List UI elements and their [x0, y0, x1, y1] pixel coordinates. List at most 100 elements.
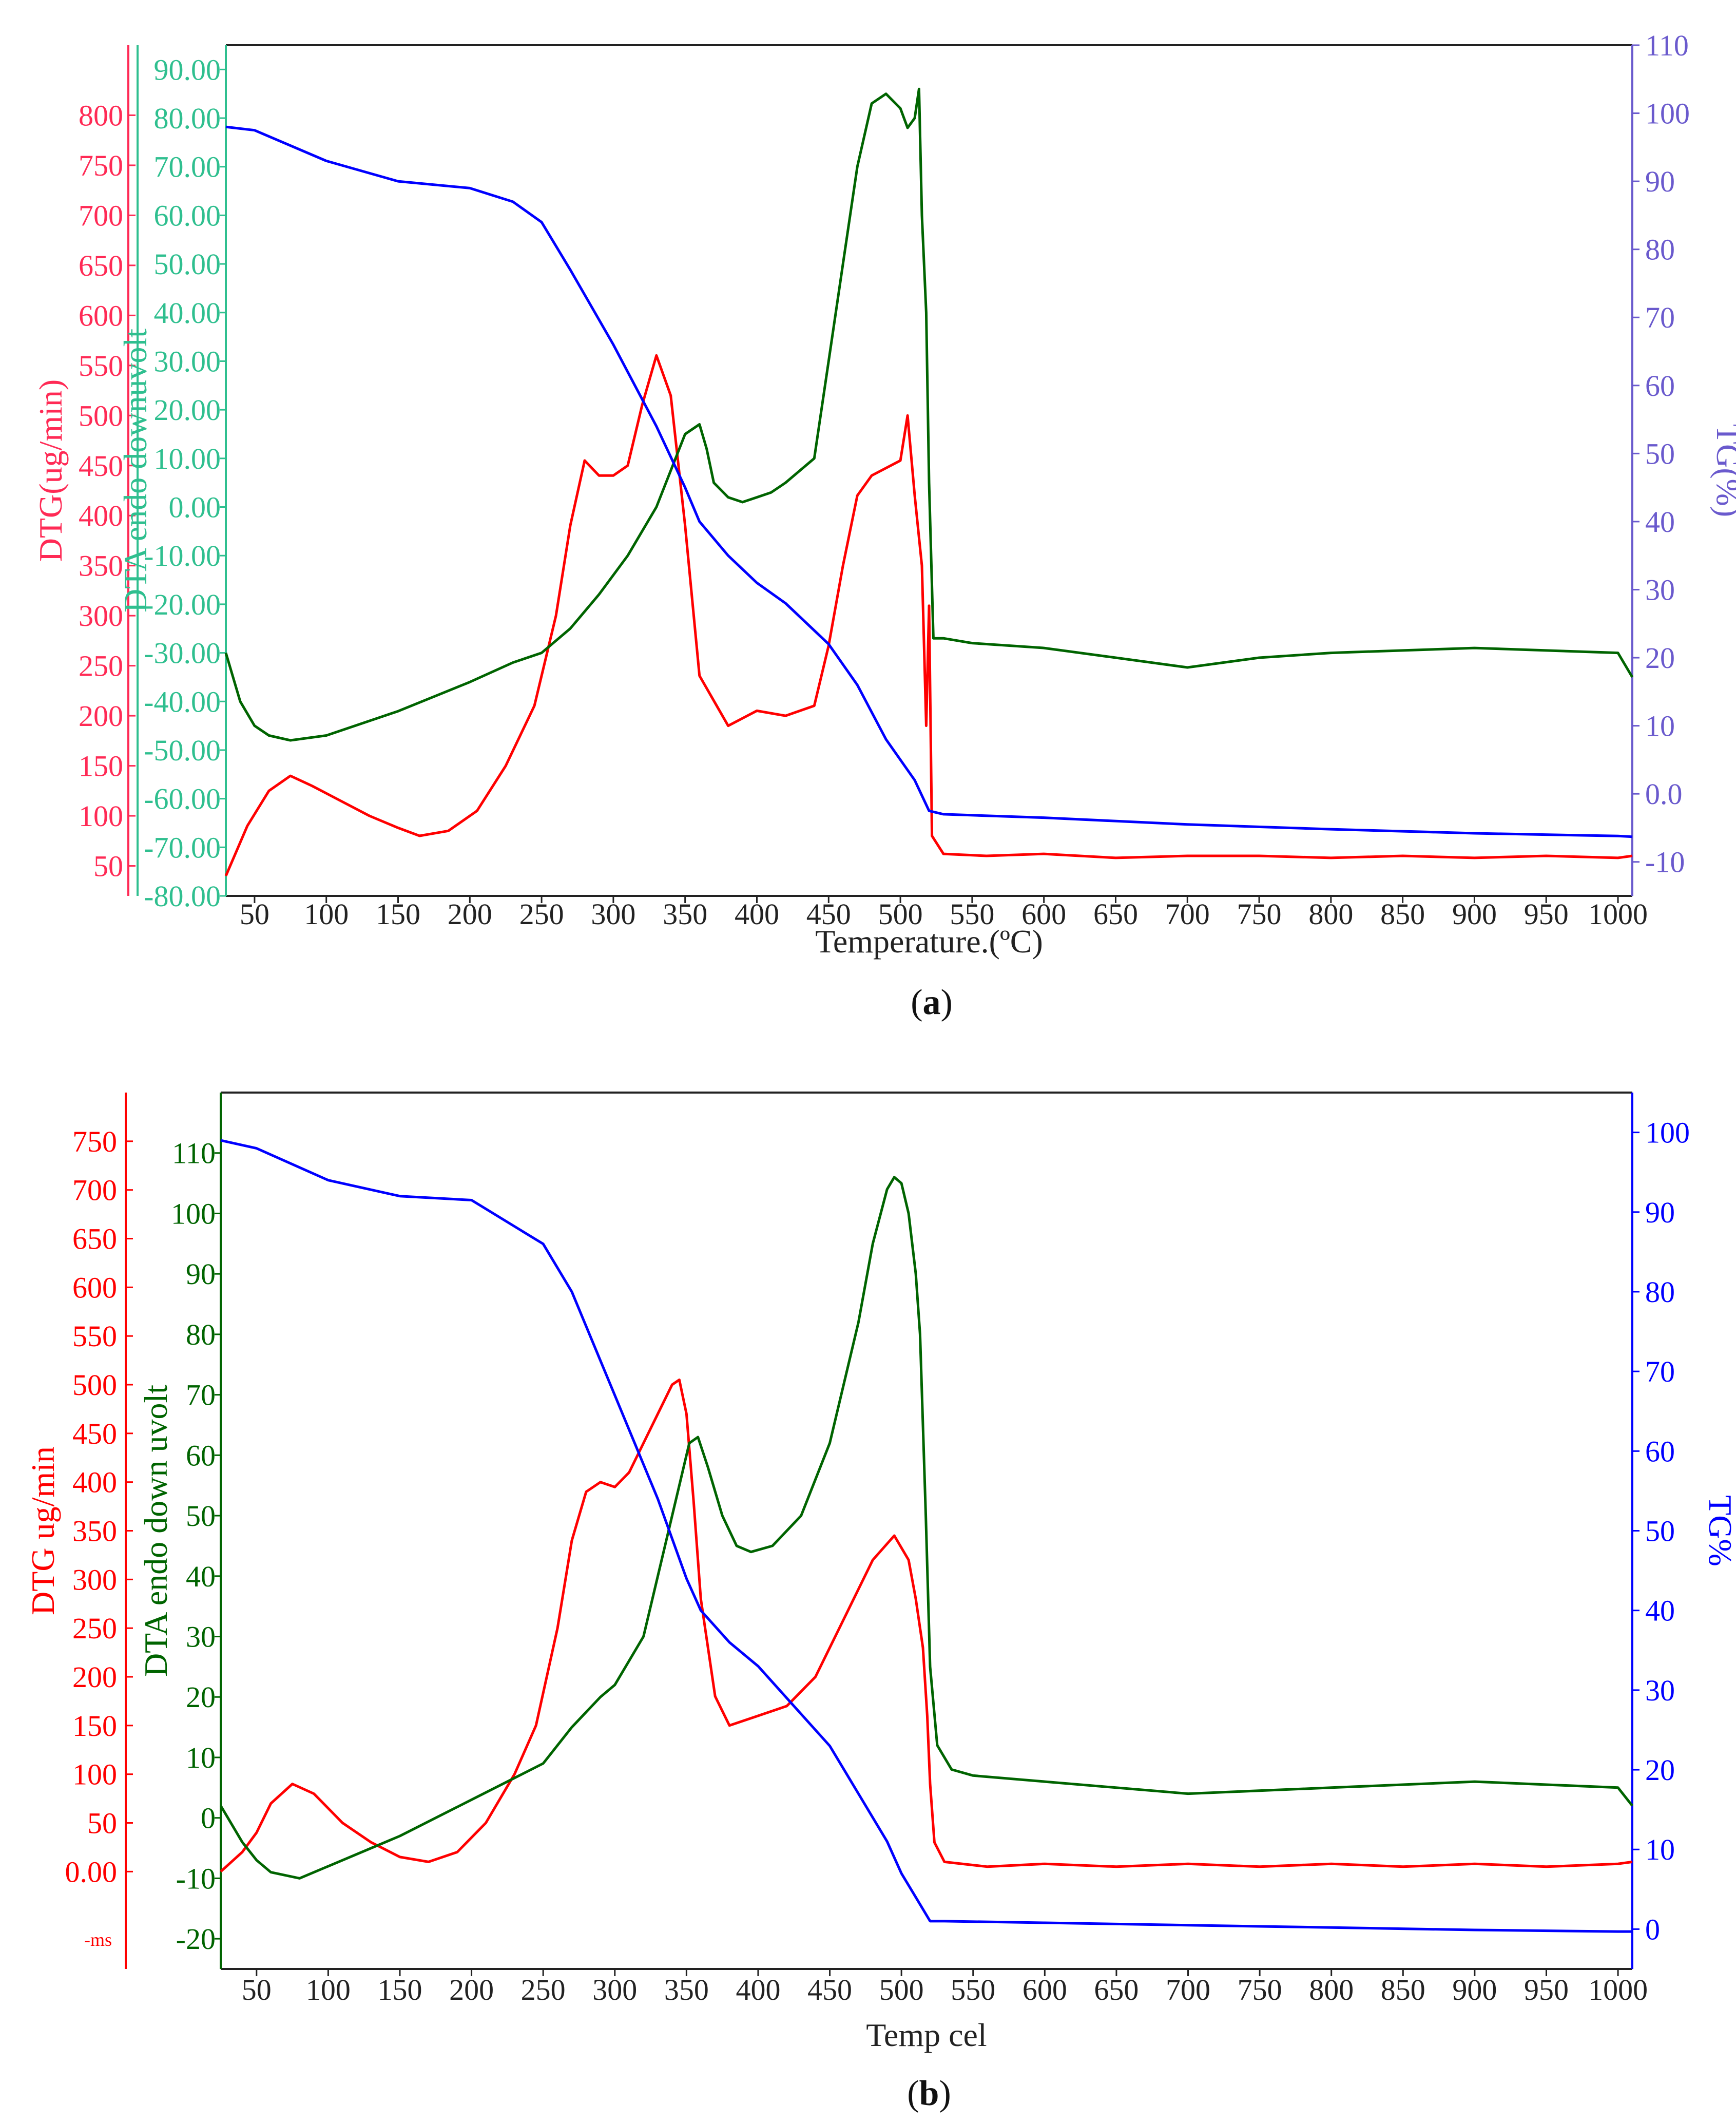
- dta-tick-label: 30: [186, 1620, 216, 1654]
- x-tick-label: 600: [1023, 1973, 1067, 2006]
- chart-a: 50 100 150 200 250 300 350 400 450 500 550 600 650 70…: [32, 29, 1736, 1022]
- dta-curve: [224, 87, 1634, 742]
- x-tick-label: 600: [1021, 897, 1066, 931]
- tg-tick-label: 20: [1645, 1753, 1675, 1787]
- dta-tick-label: 40: [186, 1560, 216, 1593]
- dta-tick-label: 60.00: [154, 199, 221, 232]
- dta-tick-label: 10: [186, 1741, 216, 1774]
- x-tick-label: 850: [1380, 897, 1425, 931]
- x-tick-label: 500: [878, 897, 923, 931]
- x-tick-label: 450: [807, 1973, 852, 2006]
- dtg-tick-label: 550: [79, 349, 123, 382]
- x-tick-label: 700: [1166, 1973, 1210, 2006]
- dtg-tick-label: 750: [72, 1125, 117, 1158]
- chart-b: 50 100 150 200 250 300 350 400 450 500 550 600 650 70…: [25, 1092, 1736, 2113]
- tg-tick-label: 70: [1645, 301, 1675, 334]
- x-tick-label: 950: [1524, 897, 1569, 931]
- dta-tick-label: -20.00: [144, 588, 221, 621]
- tg-tick-label: 40: [1645, 505, 1675, 539]
- x-tick-label: 450: [806, 897, 851, 931]
- dtg-tick-label: 350: [72, 1515, 117, 1548]
- dta-tick-label: -20: [176, 1922, 216, 1956]
- dtg-curve: [220, 1379, 1633, 1873]
- dta-curve: [219, 1176, 1633, 1880]
- x-tick-label: 50: [240, 897, 269, 931]
- dtg-tick-label: 400: [72, 1466, 117, 1499]
- x-tick-label: 150: [376, 897, 420, 931]
- tg-axis-label: TG%: [1702, 1495, 1736, 1566]
- x-tick-label: 900: [1452, 897, 1497, 931]
- dtg-tick-label: 800: [79, 99, 123, 132]
- caption-letter: a: [923, 983, 941, 1022]
- dta-tick-label: -40.00: [144, 685, 221, 718]
- dtg-curve: [224, 354, 1633, 876]
- dtg-tick-label: 700: [79, 199, 123, 232]
- dta-tick-label: -70.00: [144, 831, 221, 864]
- dta-tick-label: 0: [201, 1802, 216, 1835]
- dtg-tick-label: 400: [79, 499, 123, 532]
- dta-tick-label: -50.00: [144, 734, 221, 767]
- x-tick-label: 350: [664, 1973, 709, 2006]
- x-tick-label: 550: [950, 897, 994, 931]
- tg-tick-label: 90: [1645, 165, 1675, 198]
- dta-tick-label: 30.00: [154, 345, 221, 378]
- tg-tick-label: 50: [1645, 437, 1675, 470]
- dtg-tick-label: 650: [72, 1222, 117, 1256]
- dtg-tick-label: 700: [72, 1174, 117, 1207]
- dtg-tick-label: 600: [79, 299, 123, 332]
- dta-tick-label: 70: [186, 1379, 216, 1412]
- dtg-tick-label: 650: [79, 249, 123, 282]
- tg-tick-label: 70: [1645, 1355, 1675, 1388]
- tg-tick-label: 60: [1645, 369, 1675, 403]
- caption-paren-open: (: [911, 983, 922, 1022]
- x-tick-label: 1000: [1588, 1973, 1648, 2006]
- dta-tick-label: 90: [186, 1257, 216, 1291]
- tg-tick-label: 100: [1645, 1116, 1690, 1150]
- tg-tick-label: 50: [1645, 1515, 1675, 1548]
- dta-tick-label: 110: [172, 1137, 216, 1170]
- dtg-tick-label: 450: [79, 449, 123, 483]
- tg-curve: [225, 125, 1633, 838]
- tg-curve: [220, 1139, 1632, 1933]
- dtg-tick-label: 150: [79, 750, 123, 783]
- x-tick-label: 800: [1309, 1973, 1354, 2006]
- x-tick-label: 750: [1237, 897, 1282, 931]
- dtg-tick-label: 250: [72, 1612, 117, 1645]
- dta-tick-label: 40.00: [154, 296, 221, 330]
- tg-tick-label: 100: [1645, 97, 1690, 130]
- dta-axis-label: DTA endo downuvolt: [117, 329, 153, 613]
- dtg-tick-label: 550: [72, 1319, 117, 1353]
- dta-tick-label: 10.00: [154, 442, 221, 475]
- x-axis-label: Temperature.(ºC): [815, 923, 1043, 960]
- caption-paren-close: ): [941, 983, 953, 1022]
- caption-paren-close: ): [939, 2074, 951, 2113]
- tg-tick-label: 80: [1645, 1275, 1675, 1309]
- x-tick-label: 100: [304, 897, 349, 931]
- tg-tick-label: 30: [1645, 1674, 1675, 1707]
- x-tick-label: 650: [1093, 897, 1138, 931]
- x-tick-label: 750: [1238, 1973, 1282, 2006]
- x-tick-label: 200: [448, 897, 492, 931]
- tg-tick-label: 30: [1645, 573, 1675, 606]
- dta-tick-label: 20.00: [154, 393, 221, 427]
- dta-tick-label: 90.00: [154, 53, 221, 86]
- tg-tick-label: -10: [1645, 846, 1685, 879]
- x-tick-label: 300: [591, 897, 635, 931]
- x-tick-label: 250: [521, 1973, 566, 2006]
- x-tick-label: 700: [1165, 897, 1210, 931]
- dta-tick-label: 100: [171, 1197, 216, 1230]
- dtg-tick-label: 100: [79, 799, 123, 833]
- x-tick-label: 900: [1452, 1973, 1497, 2006]
- tg-tick-label: 60: [1645, 1435, 1675, 1468]
- x-tick-label: 1000: [1588, 897, 1648, 931]
- dtg-tick-label: 450: [72, 1417, 117, 1450]
- dta-tick-label: 0.00: [169, 491, 221, 524]
- x-tick-label: 650: [1094, 1973, 1139, 2006]
- x-tick-label: 150: [377, 1973, 422, 2006]
- dta-tick-label: -60.00: [144, 782, 221, 816]
- x-tick-label: 350: [663, 897, 707, 931]
- tg-tick-label: 10: [1645, 710, 1675, 743]
- dta-tick-label: 50.00: [154, 247, 221, 281]
- dtg-tick-label: 150: [72, 1709, 117, 1743]
